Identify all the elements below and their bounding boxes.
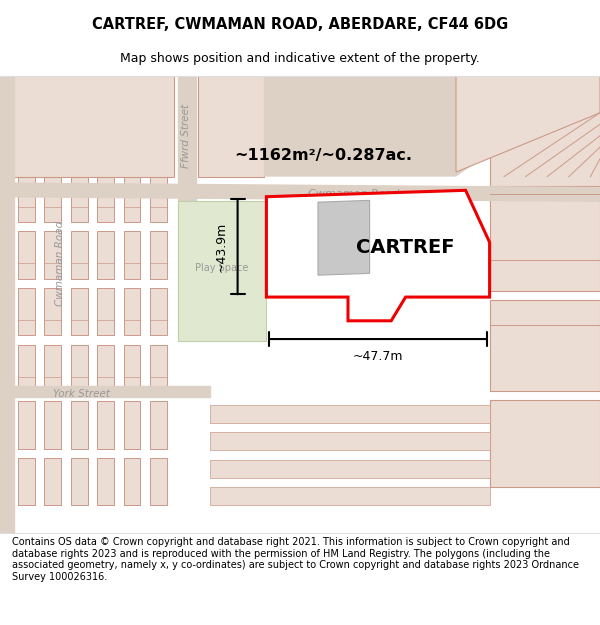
Bar (150, 288, 167, 336)
Polygon shape (266, 190, 490, 321)
Text: Play Space: Play Space (196, 263, 248, 273)
Bar (18, 118, 35, 166)
Bar (71, 344, 88, 392)
Bar (150, 118, 167, 166)
Polygon shape (264, 76, 600, 177)
Bar (124, 231, 140, 279)
Bar (44, 401, 61, 449)
Bar (0, 76, 174, 177)
Bar (18, 344, 35, 392)
Text: Contains OS data © Crown copyright and database right 2021. This information is : Contains OS data © Crown copyright and d… (12, 537, 579, 582)
Text: CARTREF: CARTREF (356, 238, 455, 258)
Bar (18, 458, 35, 505)
Bar (44, 458, 61, 505)
Bar (97, 288, 114, 336)
Bar (97, 344, 114, 392)
Bar (124, 458, 140, 505)
Text: Cwmaman Road: Cwmaman Road (308, 189, 400, 199)
Text: ~47.7m: ~47.7m (353, 350, 403, 363)
Bar (150, 401, 167, 449)
Text: Map shows position and indicative extent of the property.: Map shows position and indicative extent… (120, 52, 480, 65)
Bar (490, 300, 600, 391)
Polygon shape (456, 76, 600, 172)
Bar (490, 195, 600, 291)
Text: Ffwrd Street: Ffwrd Street (181, 104, 191, 168)
Bar (18, 231, 35, 279)
Text: ~43.9m: ~43.9m (215, 222, 228, 272)
Text: CARTREF, CWMAMAN ROAD, ABERDARE, CF44 6DG: CARTREF, CWMAMAN ROAD, ABERDARE, CF44 6D… (92, 17, 508, 32)
Bar (18, 288, 35, 336)
Bar (71, 175, 88, 222)
Text: York Street: York Street (53, 389, 110, 399)
Bar (71, 458, 88, 505)
Bar (124, 175, 140, 222)
Bar (97, 401, 114, 449)
Bar (124, 344, 140, 392)
Polygon shape (178, 201, 266, 341)
Bar (97, 118, 114, 166)
Bar (150, 458, 167, 505)
Bar (44, 118, 61, 166)
Text: Cwmaman Road: Cwmaman Road (55, 221, 65, 306)
Text: ~1162m²/~0.287ac.: ~1162m²/~0.287ac. (234, 148, 412, 163)
Bar (97, 458, 114, 505)
Polygon shape (318, 201, 370, 275)
Bar (198, 76, 264, 177)
Bar (150, 231, 167, 279)
Bar (97, 231, 114, 279)
Bar (124, 401, 140, 449)
Bar (97, 175, 114, 222)
Bar (44, 288, 61, 336)
Bar (71, 118, 88, 166)
Bar (18, 401, 35, 449)
Bar (44, 231, 61, 279)
Bar (44, 175, 61, 222)
Bar (71, 231, 88, 279)
Bar (490, 400, 600, 487)
Bar (124, 288, 140, 336)
Bar (150, 175, 167, 222)
Bar (490, 76, 600, 186)
Bar (71, 401, 88, 449)
Bar (124, 118, 140, 166)
Bar (150, 344, 167, 392)
Bar (18, 175, 35, 222)
Bar (44, 344, 61, 392)
Bar (71, 288, 88, 336)
